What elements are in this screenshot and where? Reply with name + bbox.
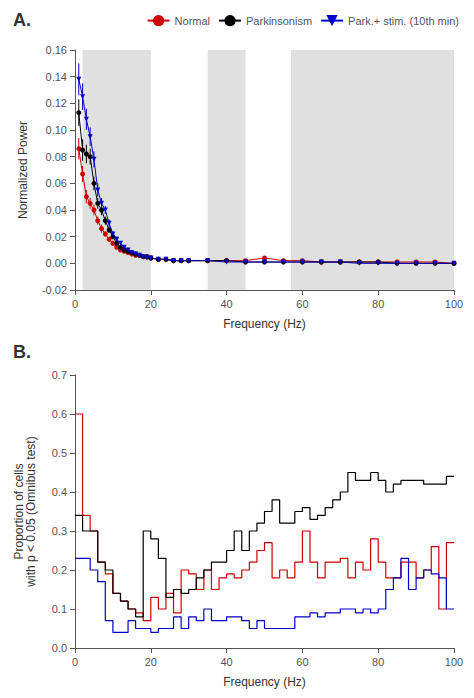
svg-text:0: 0 bbox=[72, 298, 78, 310]
svg-text:60: 60 bbox=[296, 298, 308, 310]
svg-text:0.00: 0.00 bbox=[46, 257, 67, 269]
svg-text:B.: B. bbox=[13, 342, 31, 362]
svg-text:0.3: 0.3 bbox=[52, 525, 67, 537]
svg-text:Normalized Power: Normalized Power bbox=[16, 121, 30, 219]
svg-text:0.10: 0.10 bbox=[46, 124, 67, 136]
svg-text:0: 0 bbox=[72, 656, 78, 668]
svg-text:20: 20 bbox=[145, 656, 157, 668]
svg-text:0.6: 0.6 bbox=[52, 408, 67, 420]
svg-text:-0.02: -0.02 bbox=[42, 284, 67, 296]
svg-text:Parkinsonism: Parkinsonism bbox=[246, 15, 312, 27]
svg-text:60: 60 bbox=[296, 656, 308, 668]
svg-text:0.7: 0.7 bbox=[52, 369, 67, 381]
svg-text:0.0: 0.0 bbox=[52, 642, 67, 654]
svg-text:0.4: 0.4 bbox=[52, 486, 67, 498]
svg-text:0.08: 0.08 bbox=[46, 151, 67, 163]
svg-text:100: 100 bbox=[445, 298, 463, 310]
svg-text:Park.+ stim. (10th min): Park.+ stim. (10th min) bbox=[348, 15, 459, 27]
svg-text:0.16: 0.16 bbox=[46, 44, 67, 56]
svg-text:20: 20 bbox=[145, 298, 157, 310]
svg-text:Normal: Normal bbox=[175, 15, 210, 27]
svg-text:80: 80 bbox=[372, 656, 384, 668]
svg-text:0.12: 0.12 bbox=[46, 97, 67, 109]
svg-text:80: 80 bbox=[372, 298, 384, 310]
svg-text:A.: A. bbox=[13, 10, 31, 30]
svg-text:0.06: 0.06 bbox=[46, 177, 67, 189]
svg-text:40: 40 bbox=[220, 298, 232, 310]
svg-text:40: 40 bbox=[220, 656, 232, 668]
svg-text:Proportion of cells: Proportion of cells bbox=[12, 463, 26, 560]
svg-text:0.2: 0.2 bbox=[52, 564, 67, 576]
svg-text:0.14: 0.14 bbox=[46, 71, 67, 83]
svg-text:0.1: 0.1 bbox=[52, 603, 67, 615]
svg-text:100: 100 bbox=[445, 656, 463, 668]
svg-text:0.04: 0.04 bbox=[46, 204, 67, 216]
svg-text:with p < 0.05 (Omnibus test): with p < 0.05 (Omnibus test) bbox=[24, 436, 38, 587]
svg-text:0.5: 0.5 bbox=[52, 447, 67, 459]
svg-text:Frequency (Hz): Frequency (Hz) bbox=[223, 675, 306, 689]
svg-text:0.02: 0.02 bbox=[46, 231, 67, 243]
svg-text:Frequency (Hz): Frequency (Hz) bbox=[223, 317, 306, 331]
